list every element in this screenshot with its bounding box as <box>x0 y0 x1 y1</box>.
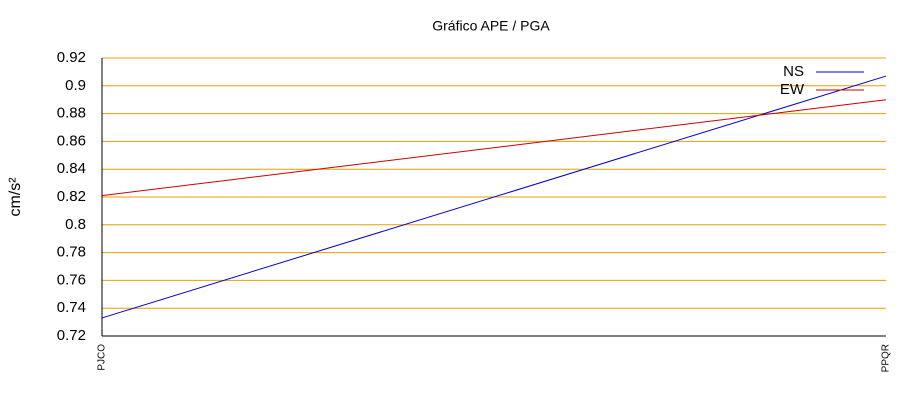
legend-label: EW <box>780 81 805 98</box>
y-tick-label: 0.9 <box>65 77 86 94</box>
data-line <box>101 75 887 319</box>
y-tick-label: 0.8 <box>65 216 86 233</box>
y-tick-label: 0.88 <box>57 105 86 122</box>
y-tick-label: 0.74 <box>57 299 86 316</box>
y-tick-label: 0.82 <box>57 188 86 205</box>
chart-title: Gráfico APE / PGA <box>432 18 550 34</box>
legend-label: NS <box>783 63 804 80</box>
data-line <box>101 99 887 197</box>
y-tick-label: 0.72 <box>57 327 86 344</box>
y-axis-label: cm/s² <box>7 177 24 217</box>
y-tick-label: 0.84 <box>57 160 86 177</box>
y-tick-label: 0.92 <box>57 49 86 66</box>
x-tick-label: PJCO <box>97 344 108 371</box>
y-tick-label: 0.76 <box>57 271 86 288</box>
x-tick-label: PPQR <box>881 344 892 372</box>
y-tick-label: 0.86 <box>57 132 86 149</box>
y-tick-label: 0.78 <box>57 244 86 261</box>
